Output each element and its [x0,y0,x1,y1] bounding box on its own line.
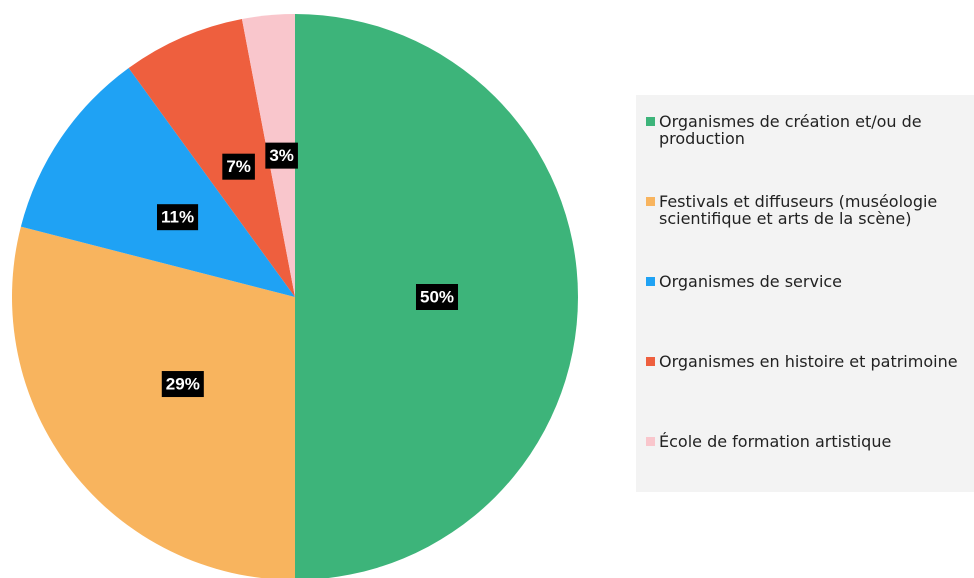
legend-item: Organismes de service [646,273,966,290]
data-label: 7% [222,153,255,180]
legend-swatch [646,437,655,446]
label-text: 50% [420,287,454,306]
legend-swatch [646,357,655,366]
legend-item: École de formation artistique [646,433,966,450]
slice [128,19,295,298]
data-label: 50% [415,284,459,310]
legend-item: Festivals et diffuseurs (muséologie scie… [646,193,966,227]
pie: 50% 29% 11% 7% 3% [12,14,578,578]
label-box [161,371,204,398]
data-label: 11% [157,204,199,231]
label-text: 3% [269,146,294,165]
label-box [157,204,199,231]
legend-swatch [646,117,655,126]
slice [20,68,296,297]
legend-swatch [646,277,655,286]
legend-label: Organismes de création et/ou de producti… [659,112,922,148]
legend-label: Organismes en histoire et patrimoine [659,352,958,371]
legend-item: Organismes en histoire et patrimoine [646,353,966,370]
data-label: 3% [265,142,298,169]
legend-label: Organismes de service [659,272,843,291]
label-box [222,153,255,180]
label-box [265,142,298,169]
legend-swatch [646,197,655,206]
label-text: 29% [166,375,200,394]
label-text: 7% [226,157,251,176]
slice [12,226,295,578]
legend-label: Festivals et diffuseurs (muséologie scie… [659,192,938,228]
data-label: 29% [161,371,204,398]
legend: Organismes de création et/ou de producti… [636,95,974,492]
legend-item: Organismes de création et/ou de producti… [646,113,966,147]
label-box [415,284,459,310]
legend-label: École de formation artistique [659,432,892,451]
label-text: 11% [161,208,194,227]
